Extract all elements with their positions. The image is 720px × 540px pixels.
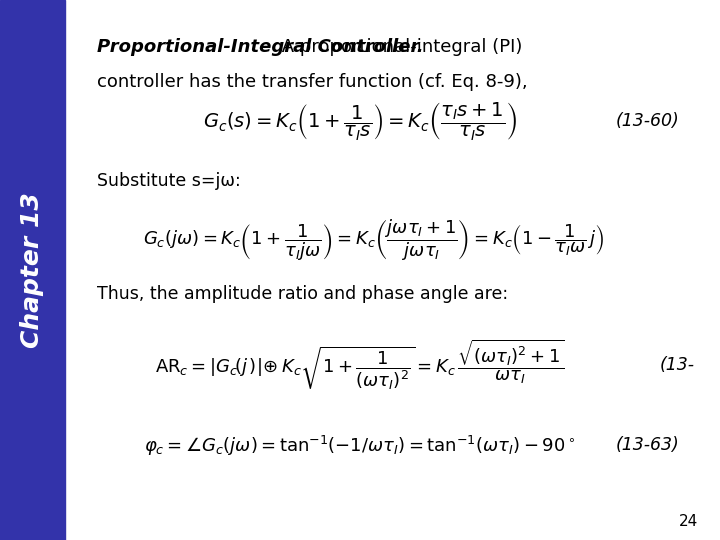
Text: $G_c\left(j\omega\right)= K_c\left(1+\dfrac{1}{\tau_I j\omega}\right)= K_c\left(: $G_c\left(j\omega\right)= K_c\left(1+\df… (143, 218, 606, 263)
Text: Proportional-Integral Controller.: Proportional-Integral Controller. (97, 38, 424, 56)
Text: Chapter 13: Chapter 13 (20, 192, 45, 348)
Text: $\mathrm{AR}_c = \left|G_c\!\left(j\,\right)\right|\!\oplus K_c\sqrt{1+\dfrac{1}: $\mathrm{AR}_c = \left|G_c\!\left(j\,\ri… (156, 337, 564, 392)
Text: 24: 24 (679, 514, 698, 529)
Text: controller has the transfer function (cf. Eq. 8-9),: controller has the transfer function (cf… (97, 73, 528, 91)
Text: $G_c\left(s\right)= K_c\left(1+\dfrac{1}{\tau_I s}\right)= K_c\left(\dfrac{\tau_: $G_c\left(s\right)= K_c\left(1+\dfrac{1}… (203, 100, 517, 143)
Text: $\varphi_c = \angle G_c\left(j\omega\right)= \tan^{-1}\!\left(-1/\omega\tau_I\ri: $\varphi_c = \angle G_c\left(j\omega\rig… (145, 434, 575, 457)
Text: Thus, the amplitude ratio and phase angle are:: Thus, the amplitude ratio and phase angl… (97, 285, 508, 303)
Text: (13-63): (13-63) (616, 436, 680, 455)
FancyBboxPatch shape (0, 0, 65, 540)
Text: A proportional-integral (PI): A proportional-integral (PI) (276, 38, 522, 56)
Text: (13-: (13- (660, 355, 694, 374)
Text: Substitute s=jω:: Substitute s=jω: (97, 172, 241, 190)
Text: (13-60): (13-60) (616, 112, 680, 131)
